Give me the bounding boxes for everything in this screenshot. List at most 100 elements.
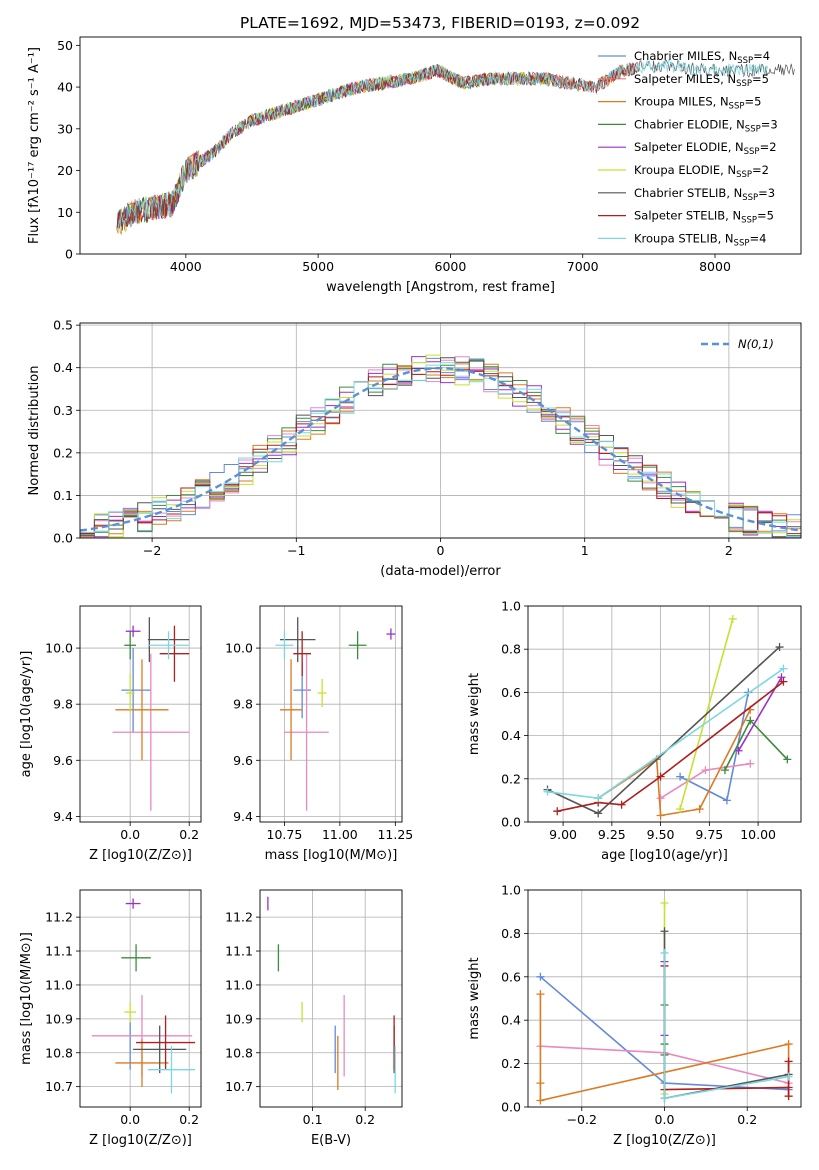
age_vs_mass-grid	[260, 606, 402, 822]
x-tick-label: 11.25	[377, 827, 413, 842]
y-tick-label: 9.6	[233, 753, 253, 768]
y-tick-label: 11.2	[45, 910, 73, 925]
age_vs_Z-panel: 0.0 0.2 9.4 9.6 9.8 10.0 Z [log10(Z/Z⊙)] age [l…	[19, 605, 202, 863]
y-tick-label: 0.0	[53, 531, 73, 546]
errorbar-point	[284, 653, 329, 811]
y-tick-label: 20	[57, 163, 73, 178]
x-tick-label: 0.0	[120, 1112, 140, 1127]
mass-weight-point	[784, 1057, 793, 1066]
y-tick-label: 11.0	[45, 977, 73, 992]
mass-weight-point	[784, 1083, 793, 1092]
mass_vs_ebv-plot-area	[267, 896, 396, 1094]
x-axis-label: age [log10(age/yr)]	[601, 848, 728, 863]
mass-weight-point	[784, 1040, 793, 1049]
figure-title: PLATE=1692, MJD=53473, FIBERID=0193, z=0…	[240, 14, 640, 32]
mass-weight-point	[746, 716, 755, 725]
age_vs_mass-plot-area	[275, 617, 396, 811]
x-axis-label: Z [log10(Z/Z⊙)]	[89, 848, 192, 863]
x-axis-label: E(B-V)	[311, 1133, 351, 1148]
weight_vs_age-frame	[527, 605, 802, 823]
errorbar-point	[124, 631, 137, 660]
errorbar-point	[133, 1025, 187, 1074]
y-tick-label: 0.0	[501, 815, 521, 830]
y-tick-label: 9.4	[233, 809, 253, 824]
legend-entry-label: Kroupa MILES, NSSP=5	[634, 95, 761, 112]
x-tick-label: 2	[725, 543, 733, 558]
x-tick-label: 0	[437, 543, 445, 558]
mass_vs_Z-plot-area	[91, 898, 196, 1094]
x-tick-label: 9.50	[647, 827, 675, 842]
mass-weight-point	[536, 972, 545, 981]
y-tick-label: 0.2	[501, 1056, 521, 1071]
y-tick-label: 10.7	[45, 1079, 73, 1094]
errorbar-point	[279, 659, 303, 761]
y-tick-label: 0.2	[501, 771, 521, 786]
mass-weight-point	[784, 1072, 793, 1081]
y-tick-label: 9.8	[233, 697, 253, 712]
y-tick-label: 0.5	[53, 318, 73, 333]
mass-weight-point	[720, 766, 729, 775]
gaussian-reference-curve	[80, 367, 801, 532]
x-tick-label: −1	[287, 543, 305, 558]
x-axis-label: wavelength [Angstrom, rest frame]	[326, 280, 555, 295]
errorbar-point	[121, 648, 145, 733]
x-tick-label: 0.2	[737, 1112, 757, 1127]
legend-entry-label: Chabrier STELIB, NSSP=3	[634, 186, 775, 203]
mass-weight-point	[695, 805, 704, 814]
y-tick-label: 0.8	[501, 642, 521, 657]
residuals-frame	[79, 322, 802, 539]
legend-entry-label: Chabrier MILES, NSSP=4	[634, 49, 770, 66]
errorbar-point	[147, 1045, 196, 1094]
mass-weight-point	[594, 809, 603, 818]
mass-weight-point	[722, 796, 731, 805]
mass-weight-point	[660, 927, 669, 936]
mass_vs_ebv-panel: 0.1 0.2 10.7 10.8 10.9 11.0 11.1 11.2 E(B-V)	[225, 889, 403, 1148]
errorbar-point	[112, 653, 190, 811]
spectrum-series-line	[116, 59, 769, 231]
y-tick-label: 11.1	[225, 944, 253, 959]
y-tick-label: 10.0	[225, 641, 253, 656]
residuals-panel: −2 −1 0 1 2 0.0 0.1 0.2 0.3 0.4 0.5 (data-model)/er…	[27, 318, 802, 579]
errorbar-point	[125, 673, 135, 713]
mass-weight-point	[676, 772, 685, 781]
y-tick-label: 0.0	[501, 1100, 521, 1115]
y-tick-label: 0.3	[53, 403, 73, 418]
x-tick-label: −2	[143, 543, 161, 558]
mass-weight-series-line	[679, 692, 750, 802]
residuals-plot-area	[80, 354, 801, 538]
y-tick-label: 9.4	[53, 809, 73, 824]
errorbar-point	[121, 944, 151, 972]
y-axis-label: Flux [fλ10⁻¹⁷ erg cm⁻² s⁻¹ A⁻¹]	[27, 47, 42, 244]
spectrum-plot-area	[116, 59, 795, 235]
y-tick-label: 9.8	[53, 697, 73, 712]
errorbar-point	[293, 631, 312, 677]
errorbar-point	[125, 898, 141, 909]
x-tick-label: 0.1	[303, 1112, 323, 1127]
errorbar-point	[159, 625, 190, 682]
errorbar-point	[147, 631, 190, 660]
mass_vs_ebv-grid	[260, 890, 402, 1107]
age_vs_Z-frame	[79, 605, 202, 823]
errorbar-point	[317, 678, 327, 707]
x-tick-label: 9.00	[549, 827, 577, 842]
mass-weight-point	[594, 794, 603, 803]
legend-entry-label: Salpeter ELODIE, NSSP=2	[634, 140, 777, 157]
mass_vs_Z-grid	[80, 890, 201, 1107]
x-tick-label: 7000	[567, 259, 599, 274]
y-tick-label: 0.1	[53, 488, 73, 503]
mass-weight-point	[777, 673, 786, 682]
y-axis-label: Normed distribution	[27, 366, 42, 496]
legend-entry-label: Chabrier ELODIE, NSSP=3	[634, 117, 778, 134]
weight_vs_Z-panel: −0.2 0.0 0.2 0.0 0.2 0.4 0.6 0.8 1.0 Z [log10(Z/Z…	[467, 883, 802, 1148]
mass-weight-series-line	[663, 966, 790, 1097]
x-tick-label: 6000	[435, 259, 467, 274]
mass-weight-point	[536, 1079, 545, 1088]
y-tick-label: 10.9	[45, 1011, 73, 1026]
errorbar-point	[125, 625, 141, 637]
mass-weight-point	[536, 990, 545, 999]
y-tick-label: 0.4	[53, 360, 73, 375]
y-tick-label: 1.0	[501, 599, 521, 614]
x-axis-label: Z [log10(Z/Z⊙)]	[89, 1133, 192, 1148]
x-axis-label: Z [log10(Z/Z⊙)]	[613, 1133, 716, 1148]
mass-weight-point	[656, 811, 665, 820]
